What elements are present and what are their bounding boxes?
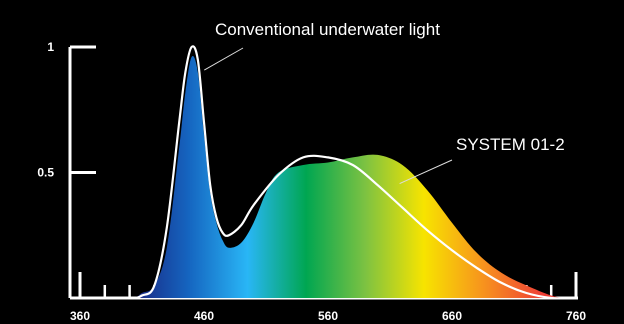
conventional-light-curve (79, 45, 567, 300)
y-tick-label: 0.5 (37, 166, 54, 180)
x-tick-label: 660 (442, 309, 462, 323)
annotation-leader (399, 159, 453, 185)
system-01-2-spectrum-area (80, 56, 567, 299)
x-tick-label: 760 (566, 309, 586, 323)
x-tick-label: 560 (318, 309, 338, 323)
x-tick-label: 360 (70, 309, 90, 323)
tick-labels: 360 460 560 660 760 0.5 1 (37, 40, 586, 323)
annotation-conventional-label: Conventional underwater light (215, 20, 440, 39)
y-tick-label: 1 (47, 40, 54, 54)
annotation-system-label: SYSTEM 01-2 (456, 135, 565, 154)
annotation-leader (204, 47, 244, 71)
x-tick-label: 460 (194, 309, 214, 323)
annotations: Conventional underwater light SYSTEM 01-2 (204, 20, 565, 185)
